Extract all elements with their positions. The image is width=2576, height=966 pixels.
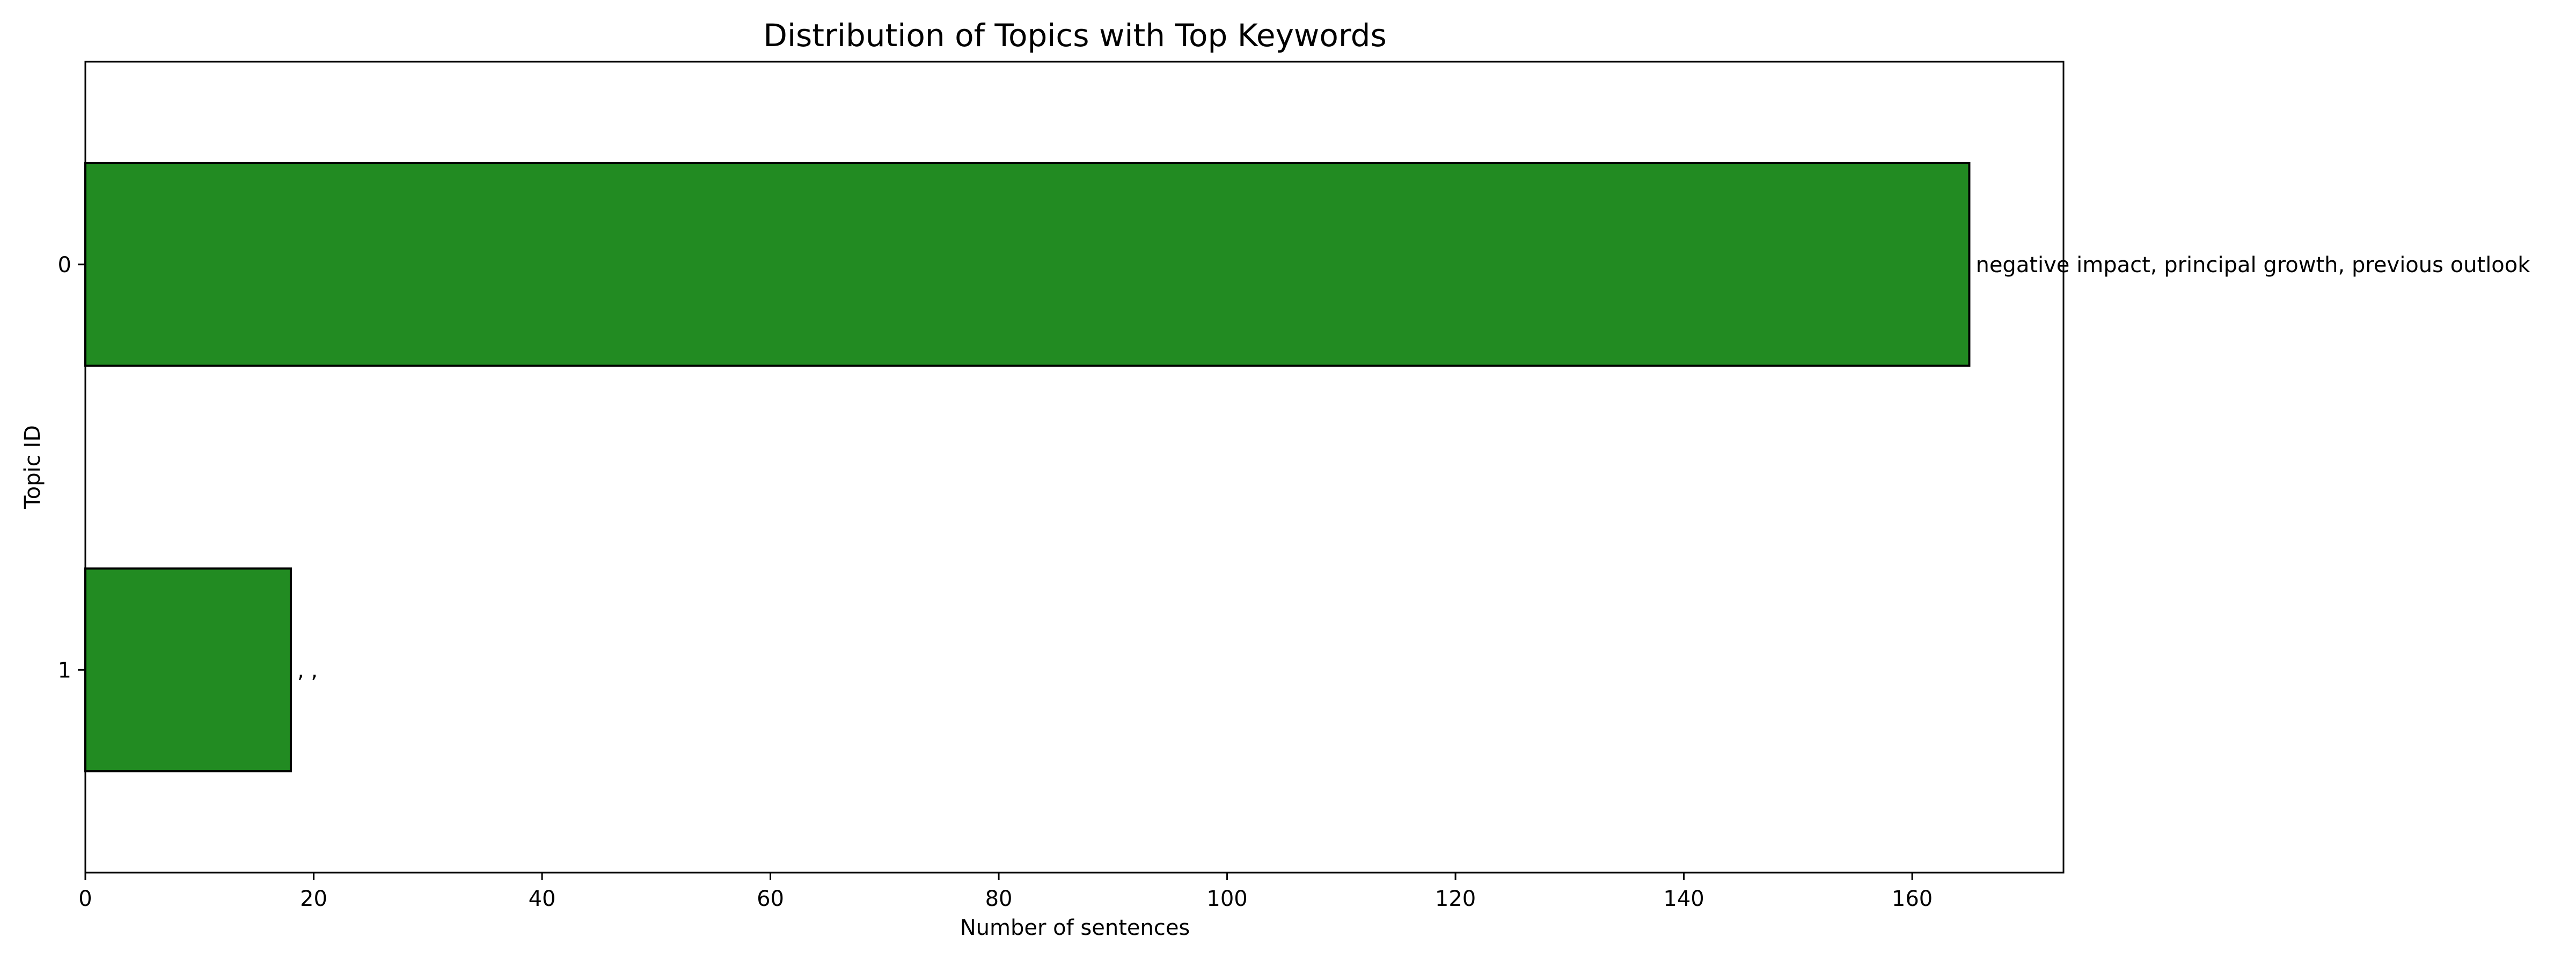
x-tick-label: 120 <box>1435 887 1476 911</box>
bar-topic-0 <box>84 162 1971 367</box>
bar-keyword-label: negative impact, principal growth, previ… <box>1975 253 2530 277</box>
x-axis-label: Number of sentences <box>960 916 1190 940</box>
plot-frame <box>84 61 2065 874</box>
bar-keyword-label: , , <box>297 658 318 683</box>
x-tick-label: 40 <box>529 887 556 911</box>
x-tick-label: 80 <box>985 887 1013 911</box>
y-ticks-group: 01 <box>58 253 85 683</box>
bars-group <box>84 162 1971 773</box>
chart-title: Distribution of Topics with Top Keywords <box>763 17 1386 54</box>
x-ticks-group: 0 20 40 60 80 100 120 140 160 <box>78 873 1933 911</box>
y-tick-label: 1 <box>58 658 71 683</box>
y-tick-label: 0 <box>58 253 71 277</box>
x-tick-label: 160 <box>1892 887 1933 911</box>
x-tick-label: 60 <box>757 887 784 911</box>
x-tick-label: 140 <box>1663 887 1704 911</box>
bar-topic-1 <box>84 567 292 773</box>
x-tick-label: 0 <box>78 887 92 911</box>
bar-labels-group: negative impact, principal growth, previ… <box>297 253 2530 683</box>
x-tick-label: 100 <box>1206 887 1247 911</box>
y-axis-label: Topic ID <box>20 425 45 509</box>
x-tick-label: 20 <box>300 887 327 911</box>
